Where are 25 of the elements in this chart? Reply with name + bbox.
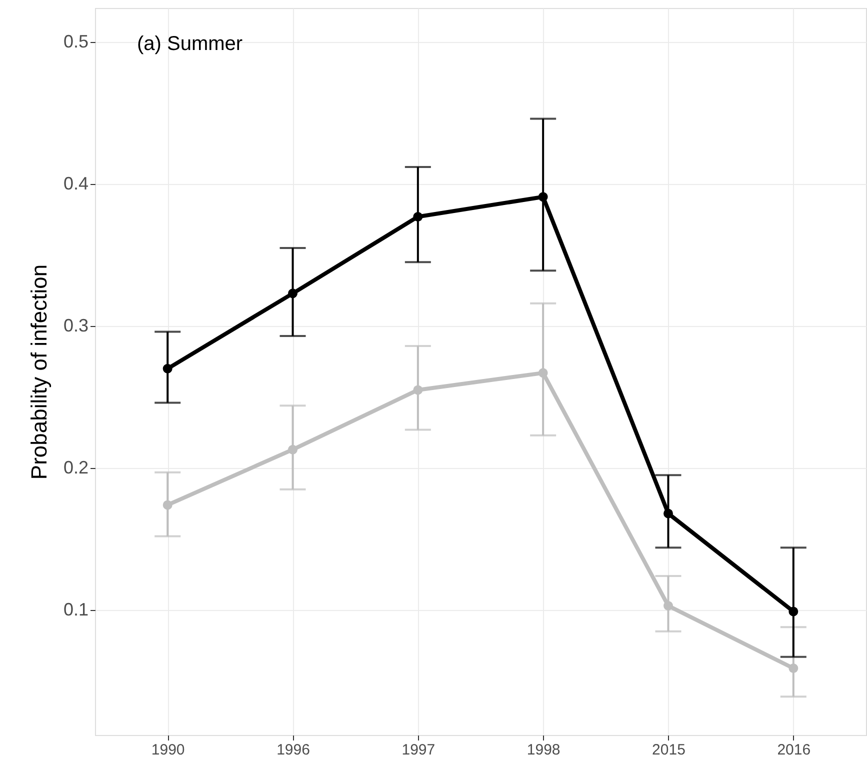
x-tick-label: 1990 (151, 742, 185, 758)
point (788, 664, 798, 673)
point (288, 444, 298, 454)
x-tick-label: 1998 (526, 742, 560, 758)
y-tick-label: 0.4 (63, 174, 88, 194)
y-tick-label: 0.5 (63, 32, 88, 52)
x-tick-label: 2016 (777, 742, 811, 758)
point (664, 508, 673, 518)
x-tick-label: 1997 (402, 742, 436, 758)
x-tick-label: 2015 (652, 742, 686, 758)
annotation: (a) Summer (137, 33, 243, 55)
point (413, 385, 423, 395)
point (288, 288, 298, 298)
point (162, 500, 172, 510)
point (788, 606, 798, 616)
point (413, 212, 423, 222)
x-tick-label: 1996 (276, 742, 310, 758)
y-axis-title: Probability of infection (26, 264, 52, 480)
point (538, 368, 548, 378)
y-tick-label: 0.1 (63, 600, 88, 620)
y-tick-label: 0.3 (63, 316, 88, 336)
point (538, 192, 548, 202)
point (664, 601, 673, 611)
point (162, 364, 172, 374)
y-tick-label: 0.2 (63, 458, 88, 478)
